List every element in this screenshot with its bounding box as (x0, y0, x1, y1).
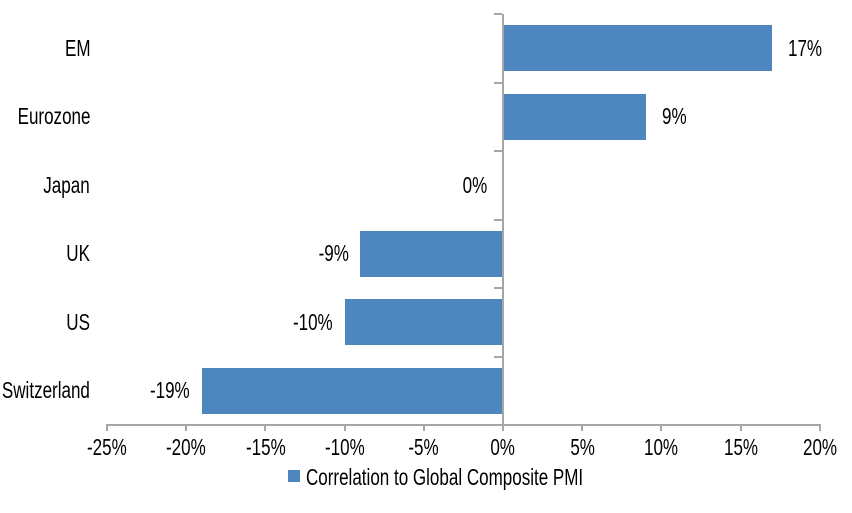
x-tick-label: 0% (490, 433, 516, 460)
category-axis-tick (494, 287, 502, 289)
x-axis-tick (502, 426, 504, 431)
x-axis-tick (106, 426, 108, 431)
category-axis-tick (494, 13, 502, 15)
category-label-us: US (66, 308, 90, 335)
category-axis-tick (494, 424, 502, 426)
x-axis-tick (185, 426, 188, 431)
bar-eurozone (503, 93, 646, 140)
category-label-japan: Japan (43, 171, 90, 198)
data-label-em: 17% (788, 34, 823, 61)
x-tick-label: -15% (245, 433, 286, 460)
x-tick-label: -5% (408, 433, 439, 460)
category-label-uk: UK (66, 240, 90, 267)
zero-line (502, 14, 504, 426)
x-tick-label: 5% (569, 433, 595, 460)
category-axis-tick (494, 150, 502, 152)
category-label-em: EM (64, 34, 90, 61)
x-tick-label: 20% (802, 433, 837, 460)
x-tick-label: 10% (644, 433, 679, 460)
category-label-switzerland: Switzerland (2, 377, 90, 404)
category-label-eurozone: Eurozone (17, 103, 90, 130)
bar-us (344, 299, 503, 346)
legend-label: Correlation to Global Composite PMI (306, 463, 584, 490)
x-axis-tick (660, 426, 663, 431)
x-axis-tick (264, 426, 267, 431)
x-axis-tick (422, 426, 425, 431)
data-label-switzerland: -19% (150, 377, 191, 404)
x-axis-tick (818, 426, 821, 431)
legend-swatch-icon (288, 470, 300, 482)
x-axis-tick (343, 426, 346, 431)
category-axis-tick (494, 355, 502, 358)
x-tick-label: -20% (166, 433, 207, 460)
bar-uk (360, 230, 503, 277)
x-tick-label: 15% (723, 433, 758, 460)
bar-em (503, 25, 773, 72)
data-label-uk: -9% (318, 240, 349, 267)
category-axis-tick (494, 81, 502, 84)
data-label-japan: 0% (462, 171, 487, 198)
data-label-us: -10% (292, 308, 333, 335)
x-axis-tick (581, 426, 584, 431)
x-axis-tick (739, 426, 742, 431)
bar-switzerland (202, 367, 503, 414)
x-axis-line (106, 424, 821, 426)
category-axis-tick (494, 218, 502, 221)
data-label-eurozone: 9% (661, 103, 687, 130)
x-tick-label: -10% (324, 433, 365, 460)
x-tick-label: -25% (87, 433, 127, 460)
